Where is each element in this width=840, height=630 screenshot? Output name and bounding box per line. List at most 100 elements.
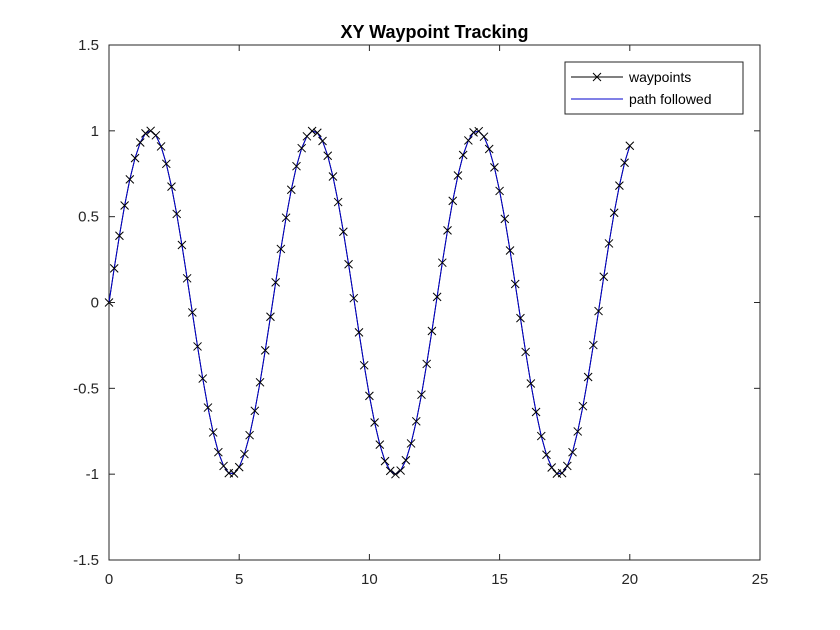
waypoint-marker <box>599 272 609 282</box>
waypoint-marker <box>495 186 504 196</box>
tick-layer: 0 5 10 15 20 25 -1.5 -1 -0.5 0 0.5 1 1.5 <box>73 37 768 588</box>
waypoint-marker <box>318 136 327 146</box>
x-tick-label: 15 <box>491 571 508 588</box>
waypoint-marker <box>615 181 624 190</box>
legend-label: waypoints <box>628 69 691 85</box>
waypoint-marker <box>365 391 374 401</box>
waypoint-marker <box>401 455 411 465</box>
waypoint-marker <box>479 132 489 142</box>
waypoint-marker <box>547 463 557 472</box>
waypoint-marker <box>458 150 468 160</box>
waypoint-marker <box>370 418 379 427</box>
waypoint-marker <box>510 279 520 289</box>
waypoint-marker <box>396 466 406 475</box>
waypoint-marker <box>115 231 124 241</box>
legend-item-path-followed: path followed <box>571 91 712 107</box>
waypoint-marker <box>443 226 452 235</box>
series-layer <box>104 126 635 479</box>
x-tick-label: 25 <box>752 571 769 588</box>
waypoint-marker <box>333 197 343 207</box>
waypoint-marker <box>583 372 593 382</box>
waypoint-marker <box>250 406 260 416</box>
waypoint-marker <box>406 439 416 448</box>
y-tick-label: 0 <box>91 295 99 312</box>
y-tick-label: 1 <box>91 123 99 140</box>
waypoint-marker <box>484 144 494 154</box>
waypoint-marker <box>203 403 213 412</box>
waypoint-marker <box>208 428 218 437</box>
waypoint-marker <box>557 468 567 478</box>
waypoint-marker <box>198 374 208 383</box>
legend-item-waypoints: waypoints <box>571 69 691 85</box>
waypoint-marker <box>234 462 244 472</box>
waypoint-marker <box>328 172 338 181</box>
waypoint-marker <box>505 246 515 255</box>
waypoint-marker <box>453 171 463 180</box>
waypoint-marker <box>354 328 364 337</box>
legend: waypoints path followed <box>564 61 744 115</box>
waypoint-marker <box>448 196 458 206</box>
y-tick-label: -1 <box>86 466 99 483</box>
waypoint-marker <box>219 461 228 471</box>
y-tick-label: -0.5 <box>73 380 99 397</box>
waypoint-marker <box>604 239 614 248</box>
x-tick-label: 5 <box>235 571 243 588</box>
waypoint-marker <box>562 461 572 471</box>
waypoint-marker <box>135 138 145 147</box>
y-tick-label: 0.5 <box>78 209 99 226</box>
waypoint-marker <box>177 240 187 250</box>
waypoint-marker <box>266 312 275 322</box>
waypoint-marker <box>276 244 286 254</box>
waypoint-marker <box>292 161 301 171</box>
waypoint-marker <box>500 214 510 224</box>
waypoint-marker <box>516 313 525 323</box>
waypoint-marker <box>521 347 530 357</box>
waypoint-marker <box>281 213 291 223</box>
chart-title: XY Waypoint Tracking <box>340 22 528 42</box>
waypoint-marker <box>245 430 254 440</box>
waypoint-marker <box>240 449 249 459</box>
waypoint-marker <box>531 407 541 417</box>
waypoint-marker <box>620 158 629 168</box>
waypoint-marker <box>286 185 296 195</box>
waypoint-marker <box>125 175 135 184</box>
waypoint-marker <box>260 346 270 355</box>
waypoint-marker <box>255 377 265 387</box>
waypoint-marker <box>380 456 390 466</box>
waypoint-marker <box>229 469 239 478</box>
waypoint-marker <box>156 142 166 151</box>
waypoint-marker <box>141 129 150 138</box>
waypoint-marker <box>578 401 588 411</box>
waypoint-marker <box>307 126 317 136</box>
waypoint-marker <box>109 263 119 273</box>
waypoint-marker <box>359 360 369 370</box>
waypoint-marker <box>271 278 281 287</box>
waypoint-marker <box>422 359 432 369</box>
waypoint-marker <box>432 292 442 302</box>
waypoint-marker <box>411 416 421 426</box>
waypoint-marker <box>187 308 197 317</box>
y-tick-label: 1.5 <box>78 37 99 54</box>
waypoint-marker <box>323 151 333 161</box>
waypoint-marker <box>130 153 140 163</box>
waypoint-marker <box>146 126 156 136</box>
waypoint-marker <box>151 130 161 140</box>
waypoint-marker <box>214 447 223 457</box>
x-tick-label: 10 <box>361 571 378 588</box>
waypoint-marker <box>167 182 176 191</box>
waypoint-marker <box>193 342 202 351</box>
waypoint-marker <box>568 447 577 457</box>
legend-items: waypoints path followed <box>571 69 712 107</box>
legend-marker <box>592 72 602 82</box>
x-tick-label: 20 <box>621 571 638 588</box>
waypoint-marker <box>463 136 473 145</box>
legend-label: path followed <box>629 91 712 107</box>
waypoint-marker <box>161 159 171 169</box>
waypoint-marker <box>588 340 598 350</box>
waypoint-marker <box>182 273 192 283</box>
legend-box <box>564 61 744 115</box>
waypoint-marker <box>297 143 307 153</box>
waypoint-marker <box>339 227 348 237</box>
waypoint-marker <box>536 431 546 441</box>
